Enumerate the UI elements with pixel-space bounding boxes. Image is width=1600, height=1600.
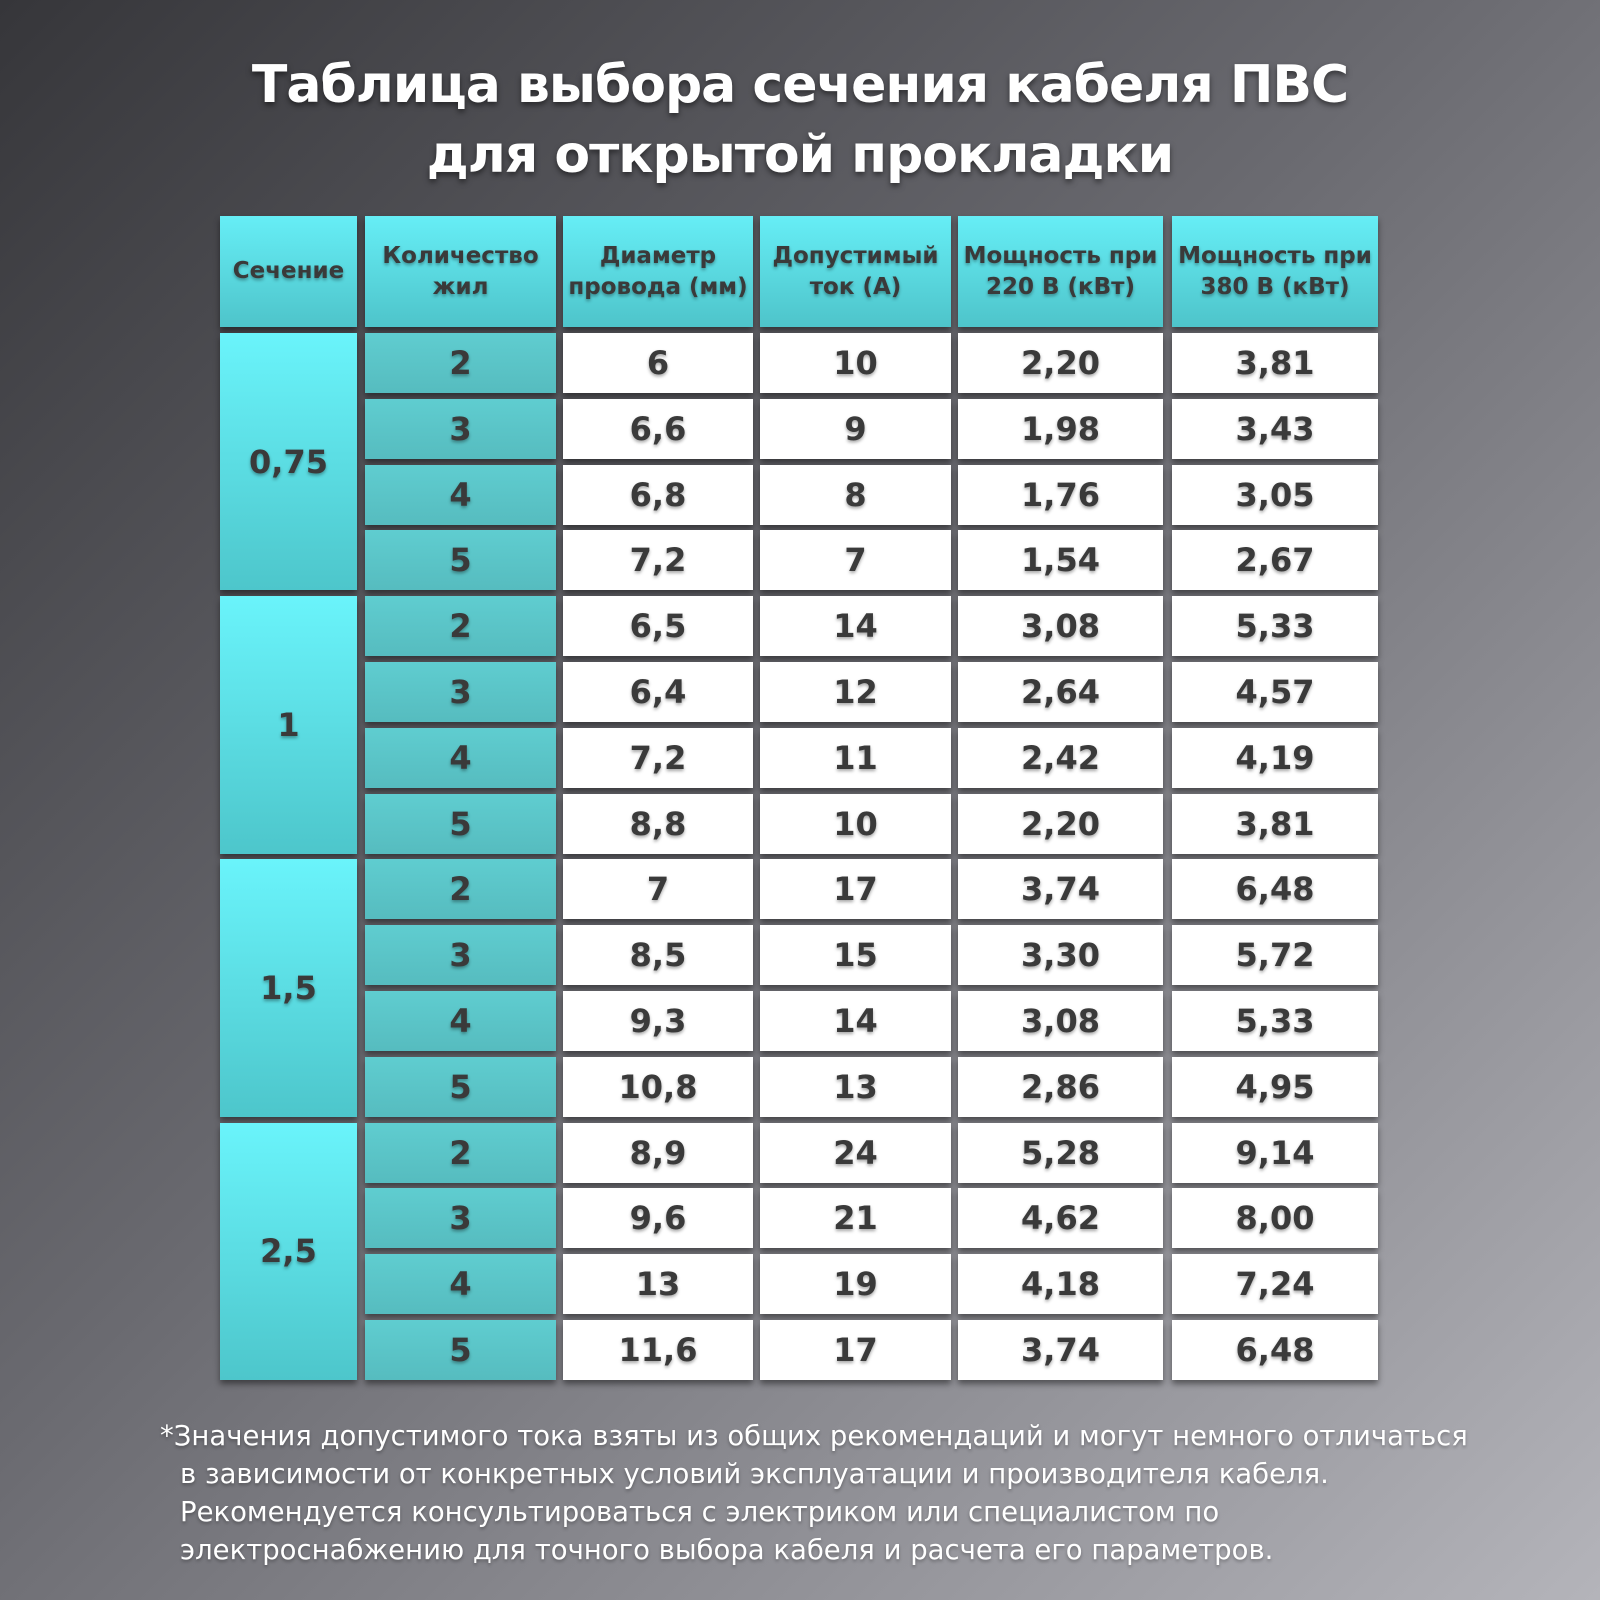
- value-cell: 17: [760, 1320, 951, 1380]
- value-cell: 8,00: [1172, 1188, 1378, 1249]
- value-cell: 2,42: [958, 727, 1163, 788]
- value-cell: 3,74: [958, 859, 1163, 920]
- value-cell: 5,28: [958, 1122, 1163, 1183]
- value-cell: 19: [760, 1254, 951, 1315]
- value-cell: 7,2: [563, 530, 753, 591]
- cores-cell: 4: [365, 727, 556, 788]
- value-cell: 2,86: [958, 1056, 1163, 1117]
- section-cell: 1: [220, 596, 357, 854]
- value-cell: 1,76: [958, 464, 1163, 525]
- value-cell: 4,57: [1172, 662, 1378, 722]
- value-cell: 4,62: [958, 1188, 1163, 1249]
- value-cell: 6,48: [1172, 1320, 1378, 1380]
- value-cell: 8: [760, 464, 951, 525]
- cores-cell: 3: [365, 925, 556, 986]
- value-cell: 4,95: [1172, 1056, 1378, 1117]
- footnote: *Значения допустимого тока взяты из общи…: [160, 1420, 1468, 1452]
- header-cell: Диаметр провода (мм): [563, 216, 753, 327]
- header-cell: Мощность при 380 В (кВт): [1172, 216, 1378, 327]
- value-cell: 6,48: [1172, 859, 1378, 920]
- value-cell: 6,6: [563, 398, 753, 459]
- value-cell: 6,4: [563, 662, 753, 722]
- value-cell: 9,3: [563, 991, 753, 1051]
- cores-cell: 5: [365, 1320, 556, 1380]
- cores-cell: 5: [365, 793, 556, 854]
- header-cell: Сечение: [220, 216, 357, 327]
- section-cell: 0,75: [220, 333, 357, 591]
- value-cell: 5,72: [1172, 925, 1378, 986]
- title: для открытой прокладки: [426, 125, 1174, 185]
- value-cell: 10: [760, 333, 951, 393]
- cores-cell: 4: [365, 464, 556, 525]
- value-cell: 10: [760, 793, 951, 854]
- value-cell: 3,81: [1172, 333, 1378, 393]
- value-cell: 9,6: [563, 1188, 753, 1249]
- value-cell: 5,33: [1172, 991, 1378, 1051]
- value-cell: 1,54: [958, 530, 1163, 591]
- header-cell: Количество жил: [365, 216, 556, 327]
- footnote: в зависимости от конкретных условий эксп…: [180, 1458, 1329, 1490]
- cores-cell: 3: [365, 398, 556, 459]
- value-cell: 2,20: [958, 793, 1163, 854]
- value-cell: 1,98: [958, 398, 1163, 459]
- cores-cell: 2: [365, 596, 556, 657]
- value-cell: 21: [760, 1188, 951, 1249]
- value-cell: 3,08: [958, 991, 1163, 1051]
- value-cell: 24: [760, 1122, 951, 1183]
- value-cell: 3,43: [1172, 398, 1378, 459]
- value-cell: 2,64: [958, 662, 1163, 722]
- value-cell: 3,05: [1172, 464, 1378, 525]
- value-cell: 4,18: [958, 1254, 1163, 1315]
- header-cell: Допустимый ток (А): [760, 216, 951, 327]
- section-cell: 1,5: [220, 859, 357, 1117]
- value-cell: 13: [563, 1254, 753, 1315]
- cores-cell: 2: [365, 859, 556, 920]
- value-cell: 6: [563, 333, 753, 393]
- value-cell: 11: [760, 727, 951, 788]
- value-cell: 17: [760, 859, 951, 920]
- cores-cell: 4: [365, 991, 556, 1051]
- value-cell: 3,74: [958, 1320, 1163, 1380]
- value-cell: 10,8: [563, 1056, 753, 1117]
- value-cell: 3,81: [1172, 793, 1378, 854]
- value-cell: 8,5: [563, 925, 753, 986]
- value-cell: 14: [760, 596, 951, 657]
- value-cell: 13: [760, 1056, 951, 1117]
- value-cell: 7: [760, 530, 951, 591]
- value-cell: 2,67: [1172, 530, 1378, 591]
- value-cell: 6,8: [563, 464, 753, 525]
- cores-cell: 3: [365, 662, 556, 722]
- cores-cell: 4: [365, 1254, 556, 1315]
- value-cell: 5,33: [1172, 596, 1378, 657]
- cores-cell: 2: [365, 333, 556, 393]
- value-cell: 2,20: [958, 333, 1163, 393]
- value-cell: 6,5: [563, 596, 753, 657]
- value-cell: 8,8: [563, 793, 753, 854]
- footnote: электроснабжению для точного выбора кабе…: [180, 1534, 1274, 1566]
- value-cell: 3,08: [958, 596, 1163, 657]
- cores-cell: 2: [365, 1122, 556, 1183]
- footnote: Рекомендуется консультироваться с электр…: [180, 1496, 1220, 1528]
- value-cell: 12: [760, 662, 951, 722]
- value-cell: 7,2: [563, 727, 753, 788]
- cores-cell: 5: [365, 530, 556, 591]
- value-cell: 9,14: [1172, 1122, 1378, 1183]
- value-cell: 7,24: [1172, 1254, 1378, 1315]
- value-cell: 7: [563, 859, 753, 920]
- title: Таблица выбора сечения кабеля ПВС: [251, 55, 1349, 115]
- header-cell: Мощность при 220 В (кВт): [958, 216, 1163, 327]
- value-cell: 14: [760, 991, 951, 1051]
- value-cell: 9: [760, 398, 951, 459]
- value-cell: 8,9: [563, 1122, 753, 1183]
- value-cell: 11,6: [563, 1320, 753, 1380]
- cores-cell: 5: [365, 1056, 556, 1117]
- value-cell: 4,19: [1172, 727, 1378, 788]
- section-cell: 2,5: [220, 1122, 357, 1380]
- cores-cell: 3: [365, 1188, 556, 1249]
- value-cell: 15: [760, 925, 951, 986]
- value-cell: 3,30: [958, 925, 1163, 986]
